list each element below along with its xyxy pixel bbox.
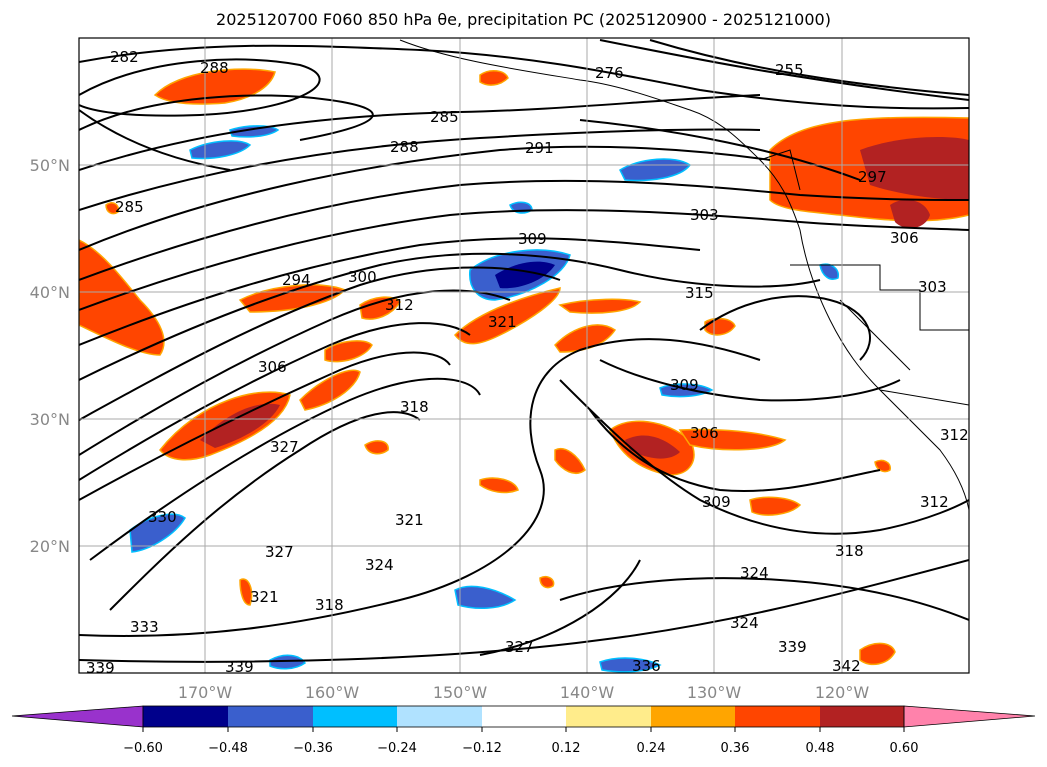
colorbar-segment	[651, 706, 735, 727]
lat-tick-labels: 50°N 40°N 30°N 20°N	[30, 156, 70, 556]
colorbar-segment	[735, 706, 820, 727]
colorbar-tick-label: 0.36	[721, 741, 750, 756]
lon-tick-label: 120°W	[815, 683, 870, 702]
contour-label: 342	[832, 657, 861, 675]
colorbar-segment	[820, 706, 904, 727]
coastlines	[399, 39, 969, 511]
colorbar-tick-label: −0.48	[208, 741, 248, 756]
contour-label: 306	[690, 424, 719, 442]
contour-label: 330	[148, 508, 177, 526]
contour-label: 339	[778, 638, 807, 656]
contour-label: 324	[730, 614, 759, 632]
precip-shading	[79, 68, 969, 673]
colorbar-tick-label: −0.12	[462, 741, 502, 756]
contour-label: 288	[200, 59, 229, 77]
colorbar-tick-label: −0.24	[377, 741, 417, 756]
contour-label: 309	[702, 493, 731, 511]
contour-label: 294	[282, 271, 311, 289]
contour-label: 321	[488, 313, 517, 331]
colorbar-tick-label: −0.60	[123, 741, 163, 756]
lon-tick-label: 170°W	[178, 683, 233, 702]
colorbar-segment	[143, 706, 228, 727]
contour-label: 300	[348, 268, 377, 286]
contour-label: 306	[890, 229, 919, 247]
colorbar-tick-label: 0.48	[806, 741, 835, 756]
contour-label: 339	[86, 659, 115, 677]
contour-label: 312	[385, 296, 414, 314]
lon-tick-label: 150°W	[433, 683, 488, 702]
contour-label: 312	[920, 493, 949, 511]
theta-e-contours	[79, 39, 969, 663]
contour-label: 309	[518, 230, 547, 248]
colorbar-segment	[313, 706, 397, 727]
contour-label: 318	[835, 542, 864, 560]
contour-label: 306	[258, 358, 287, 376]
colorbar-tick-label: 0.24	[637, 741, 666, 756]
contour-label: 291	[525, 139, 554, 157]
lat-tick-label: 50°N	[30, 156, 70, 175]
contour-label: 285	[115, 198, 144, 216]
contour-label: 318	[400, 398, 429, 416]
contour-label: 318	[315, 596, 344, 614]
contour-label: 324	[740, 564, 769, 582]
colorbar-tick-label: −0.36	[293, 741, 333, 756]
contour-label: 297	[858, 168, 887, 186]
contour-labels: 282 288 285 288 291 276 255 297 303 309 …	[86, 48, 969, 677]
contour-label: 327	[505, 638, 534, 656]
colorbar-tick-label: 0.12	[552, 741, 581, 756]
contour-label: 315	[685, 284, 714, 302]
colorbar-segment	[482, 706, 566, 727]
contour-label: 333	[130, 618, 159, 636]
lat-tick-label: 40°N	[30, 283, 70, 302]
colorbar-segment	[228, 706, 313, 727]
contour-label: 321	[395, 511, 424, 529]
plot-frame	[78, 37, 970, 674]
colorbar-segment	[397, 706, 482, 727]
contour-label: 276	[595, 64, 624, 82]
contour-label: 285	[430, 108, 459, 126]
lon-tick-label: 130°W	[687, 683, 742, 702]
contour-label: 327	[265, 543, 294, 561]
lat-tick-label: 30°N	[30, 410, 70, 429]
gridlines	[79, 38, 969, 673]
contour-label: 321	[250, 588, 279, 606]
contour-label: 312	[940, 426, 969, 444]
colorbar-frame	[142, 705, 905, 728]
contour-label: 303	[690, 206, 719, 224]
colorbar: −0.60 −0.48 −0.36 −0.24 −0.12 0.12 0.24 …	[11, 705, 1036, 756]
colorbar-extend-max	[903, 705, 1036, 728]
contour-label: 288	[390, 138, 419, 156]
contour-label: 336	[632, 657, 661, 675]
contour-label: 327	[270, 438, 299, 456]
colorbar-segment	[566, 706, 651, 727]
contour-label: 339	[225, 658, 254, 676]
contour-label: 324	[365, 556, 394, 574]
contour-label: 255	[775, 61, 804, 79]
colorbar-tick-label: 0.60	[890, 741, 919, 756]
lon-tick-labels: 170°W 160°W 150°W 140°W 130°W 120°W	[178, 683, 870, 702]
lat-tick-label: 20°N	[30, 537, 70, 556]
contour-label: 303	[918, 278, 947, 296]
contour-label: 309	[670, 376, 699, 394]
contour-label: 282	[110, 48, 139, 66]
lon-tick-label: 160°W	[305, 683, 360, 702]
figure-title: 2025120700 F060 850 hPa θe, precipitatio…	[216, 10, 831, 29]
colorbar-extend-min	[11, 705, 144, 728]
lon-tick-label: 140°W	[560, 683, 615, 702]
